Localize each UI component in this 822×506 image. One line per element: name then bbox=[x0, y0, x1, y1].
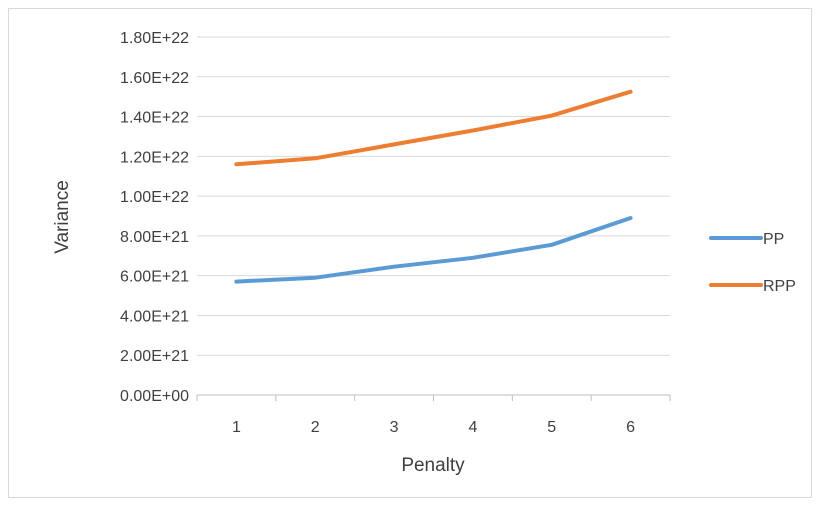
y-tick-label: 8.00E+21 bbox=[120, 229, 189, 246]
series-lines bbox=[234, 89, 633, 284]
y-axis-title: Variance bbox=[52, 180, 73, 254]
legend: PP RPP bbox=[709, 231, 796, 295]
y-tick-label: 0.00E+00 bbox=[120, 388, 189, 405]
x-axis-title: Penalty bbox=[401, 455, 465, 476]
x-tick-label: 1 bbox=[232, 419, 241, 436]
series-line-pp bbox=[234, 216, 633, 284]
x-axis-tick-labels: 1 2 3 4 5 6 bbox=[232, 419, 635, 436]
y-tick-label: 2.00E+21 bbox=[120, 348, 189, 365]
chart-frame bbox=[8, 8, 812, 498]
x-axis bbox=[196, 394, 671, 401]
y-tick-label: 6.00E+21 bbox=[120, 269, 189, 286]
x-tick-label: 2 bbox=[311, 419, 320, 436]
y-tick-label: 4.00E+21 bbox=[120, 308, 189, 325]
y-tick-label: 1.00E+22 bbox=[120, 189, 189, 206]
x-tick-label: 3 bbox=[390, 419, 399, 436]
y-tick-label: 1.20E+22 bbox=[120, 149, 189, 166]
y-tick-label: 1.60E+22 bbox=[120, 70, 189, 87]
gridlines bbox=[197, 36, 670, 356]
y-tick-label: 1.80E+22 bbox=[120, 30, 189, 47]
legend-label-pp: PP bbox=[763, 231, 784, 248]
y-tick-label: 1.40E+22 bbox=[120, 110, 189, 127]
x-tick-label: 5 bbox=[547, 419, 556, 436]
x-tick-label: 4 bbox=[468, 419, 477, 436]
y-axis-tick-labels: 0.00E+00 2.00E+21 4.00E+21 6.00E+21 8.00E+21… bbox=[120, 30, 189, 405]
legend-label-rpp: RPP bbox=[763, 278, 796, 295]
series-line-rpp bbox=[234, 89, 633, 167]
x-tick-label: 6 bbox=[626, 419, 635, 436]
